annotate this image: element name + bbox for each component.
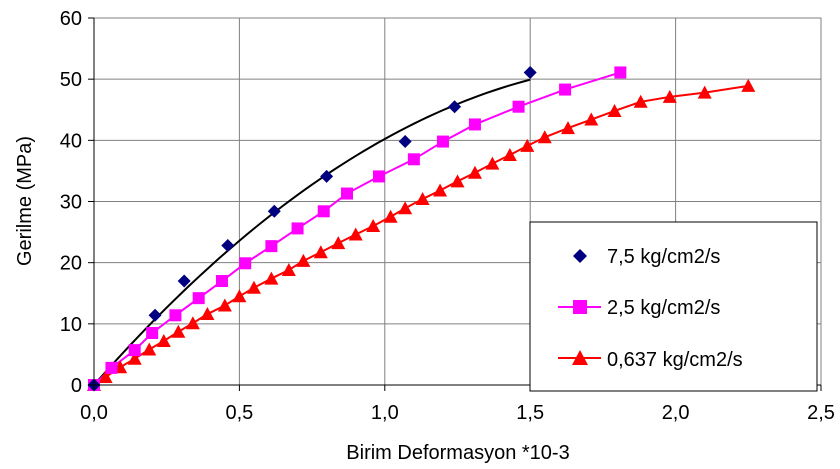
square-marker — [105, 361, 118, 374]
square-marker — [407, 153, 420, 166]
square-marker — [468, 118, 481, 131]
triangle-marker — [485, 156, 500, 170]
triangle-marker — [398, 201, 413, 215]
series-layer — [87, 65, 756, 392]
x-tick-label: 2,0 — [662, 402, 690, 424]
square-marker — [146, 327, 159, 340]
x-tick-label: 2,5 — [807, 402, 835, 424]
legend-marker-square — [573, 300, 587, 314]
triangle-marker — [281, 263, 296, 277]
x-tick-label: 1,0 — [371, 402, 399, 424]
triangle-marker — [156, 333, 171, 347]
triangle-marker — [584, 112, 599, 126]
triangle-marker — [217, 298, 232, 312]
triangle-marker — [633, 94, 648, 108]
triangle-marker — [313, 245, 328, 259]
square-marker — [192, 292, 205, 305]
legend-item-1: 7,5 kg/cm2/s — [573, 246, 720, 268]
triangle-marker — [348, 227, 363, 241]
legend-item-2: 2,5 kg/cm2/s — [558, 297, 720, 319]
diamond-marker — [320, 169, 334, 183]
triangle-marker — [467, 165, 482, 179]
triangle-marker — [232, 289, 247, 303]
triangle-marker — [561, 121, 576, 135]
triangle-marker — [200, 307, 215, 321]
diamond-marker — [398, 135, 412, 149]
x-tick-label: 0,0 — [80, 402, 108, 424]
triangle-marker — [246, 280, 261, 294]
triangle-marker — [607, 103, 622, 117]
square-marker — [372, 170, 385, 183]
x-tick-label: 1,5 — [516, 402, 544, 424]
triangle-marker — [383, 209, 398, 223]
y-tick-label: 0 — [71, 375, 82, 397]
square-marker — [239, 257, 252, 270]
x-axis-title: Birim Deformasyon *10-3 — [346, 442, 569, 464]
square-marker — [559, 83, 572, 96]
y-tick-label: 30 — [60, 192, 82, 214]
triangle-marker — [741, 78, 756, 92]
diamond-marker — [177, 274, 191, 288]
y-tick-label: 60 — [60, 8, 82, 30]
square-marker — [169, 309, 182, 322]
legend-marker-triangle — [572, 350, 588, 365]
triangle-marker — [98, 370, 113, 384]
triangle-marker — [296, 253, 311, 267]
diamond-marker — [448, 100, 462, 114]
legend-label-1: 7,5 kg/cm2/s — [607, 246, 720, 268]
square-marker — [128, 344, 141, 357]
triangle-marker — [502, 148, 517, 162]
triangle-marker — [433, 183, 448, 197]
legend-label-3: 0,637 kg/cm2/s — [607, 349, 743, 371]
y-tick-label: 40 — [60, 130, 82, 152]
x-tick-label: 0,5 — [225, 402, 253, 424]
y-tick-label: 20 — [60, 253, 82, 275]
diamond-marker — [267, 204, 281, 218]
legend: 7,5 kg/cm2/s 2,5 kg/cm2/s 0,637 kg/cm2/s — [529, 221, 818, 392]
triangle-marker — [171, 324, 186, 338]
y-tick-label: 50 — [60, 69, 82, 91]
square-marker — [215, 275, 228, 288]
square-marker — [317, 205, 330, 218]
triangle-marker — [520, 138, 535, 152]
square-marker — [340, 187, 353, 200]
triangle-marker — [185, 316, 200, 330]
square-marker — [512, 100, 525, 113]
triangle-marker — [127, 351, 142, 365]
square-marker — [291, 222, 304, 235]
triangle-marker — [264, 271, 279, 285]
triangle-marker — [537, 130, 552, 144]
y-axis-title: Gerilme (MPa) — [14, 136, 36, 266]
square-marker — [436, 135, 449, 148]
triangle-marker — [662, 89, 677, 103]
diamond-marker — [523, 65, 537, 79]
legend-label-2: 2,5 kg/cm2/s — [607, 297, 720, 319]
triangle-marker — [142, 342, 157, 356]
legend-item-3: 0,637 kg/cm2/s — [558, 349, 743, 371]
triangle-marker — [450, 174, 465, 188]
triangle-marker — [331, 236, 346, 250]
triangle-marker — [366, 218, 381, 232]
square-marker — [614, 66, 627, 79]
y-tick-label: 10 — [60, 314, 82, 336]
diamond-marker — [221, 239, 235, 253]
triangle-marker — [415, 192, 430, 206]
triangle-marker — [697, 85, 712, 99]
diamond-marker — [148, 308, 162, 322]
square-marker — [265, 240, 278, 253]
legend-marker-diamond — [573, 249, 587, 263]
